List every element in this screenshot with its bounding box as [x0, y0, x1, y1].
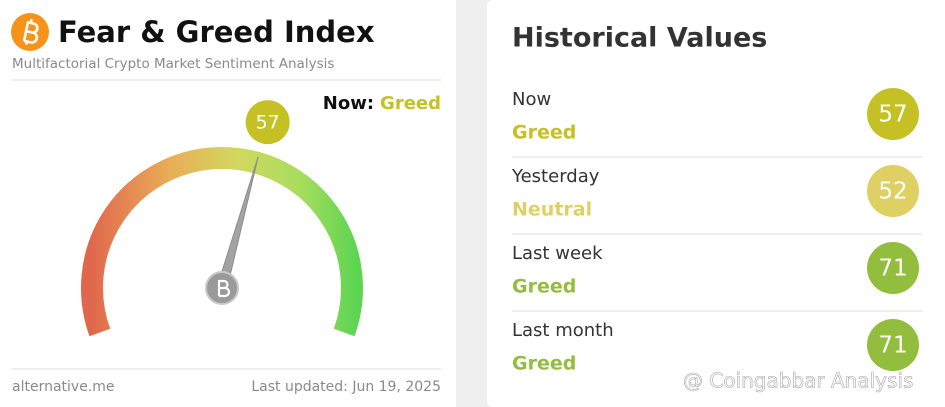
row-value: 71 — [878, 333, 907, 359]
gauge-arc — [81, 147, 363, 337]
now-label: Now: — [323, 93, 374, 114]
watermark-text: @ Coingabbar Analysis — [683, 369, 913, 393]
row-value-circle — [867, 319, 919, 371]
hub-icon — [217, 279, 231, 298]
title: Fear & Greed Index — [58, 15, 375, 49]
row-label: Last week — [512, 243, 603, 264]
last-updated: Last updated: Jun 19, 2025 — [251, 379, 441, 395]
row-classification: Greed — [512, 276, 576, 298]
row-value: 52 — [878, 179, 907, 205]
historical-title: Historical Values — [512, 23, 767, 54]
left-card — [0, 0, 456, 407]
row-value-circle — [867, 88, 919, 140]
gauge-value-bubble — [245, 100, 290, 145]
row-value-circle — [867, 165, 919, 217]
now-status: Now: Greed — [323, 93, 441, 114]
row-label: Last month — [512, 320, 614, 341]
bitcoin-logo — [11, 13, 49, 51]
row-value: 57 — [878, 102, 907, 128]
gauge: 57 — [81, 100, 363, 337]
row-classification: Neutral — [512, 199, 592, 221]
row-classification: Greed — [512, 353, 576, 375]
row-classification: Greed — [512, 122, 576, 144]
row-label: Now — [512, 89, 551, 110]
row-value-circle — [867, 242, 919, 294]
watermark: @ Coingabbar Analysis — [658, 360, 914, 393]
now-classification: Greed — [380, 93, 441, 114]
row-value: 71 — [878, 256, 907, 282]
right-card — [487, 0, 945, 407]
source: alternative.me — [12, 379, 115, 395]
row-label: Yesterday — [511, 166, 600, 187]
gauge-value: 57 — [256, 112, 280, 134]
history-list: Now Greed 57 Yesterday Neutral 52 Last week Gre… — [511, 88, 922, 375]
subtitle: Multifactorial Crypto Market Sentiment A… — [12, 56, 334, 72]
